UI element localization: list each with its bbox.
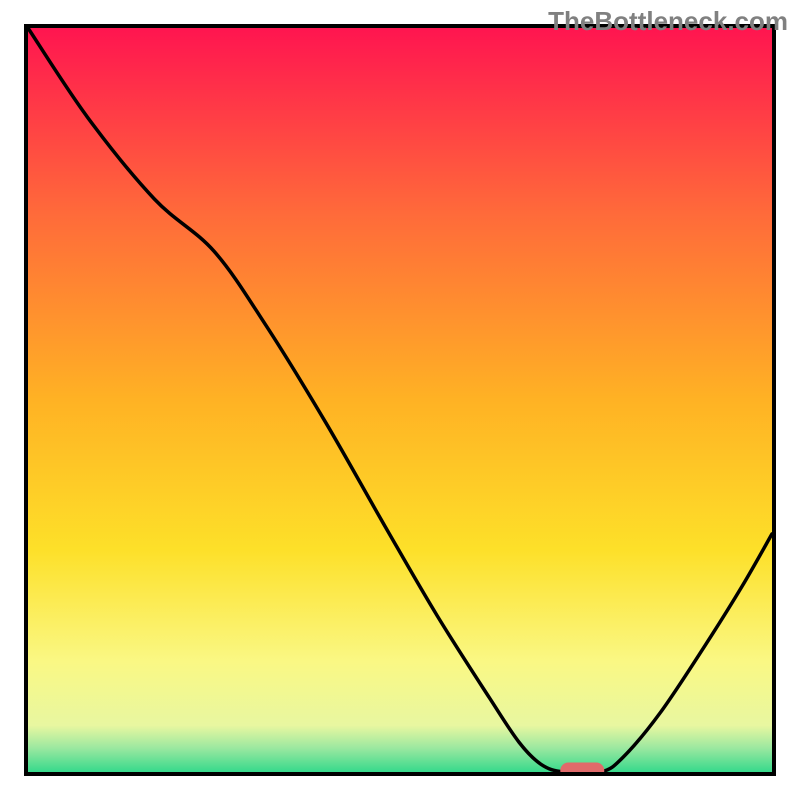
plot-background xyxy=(26,26,774,774)
chart-container: TheBottleneck.com xyxy=(0,0,800,800)
optimal-marker xyxy=(560,763,604,779)
chart-svg xyxy=(0,0,800,800)
watermark-text: TheBottleneck.com xyxy=(548,6,788,37)
